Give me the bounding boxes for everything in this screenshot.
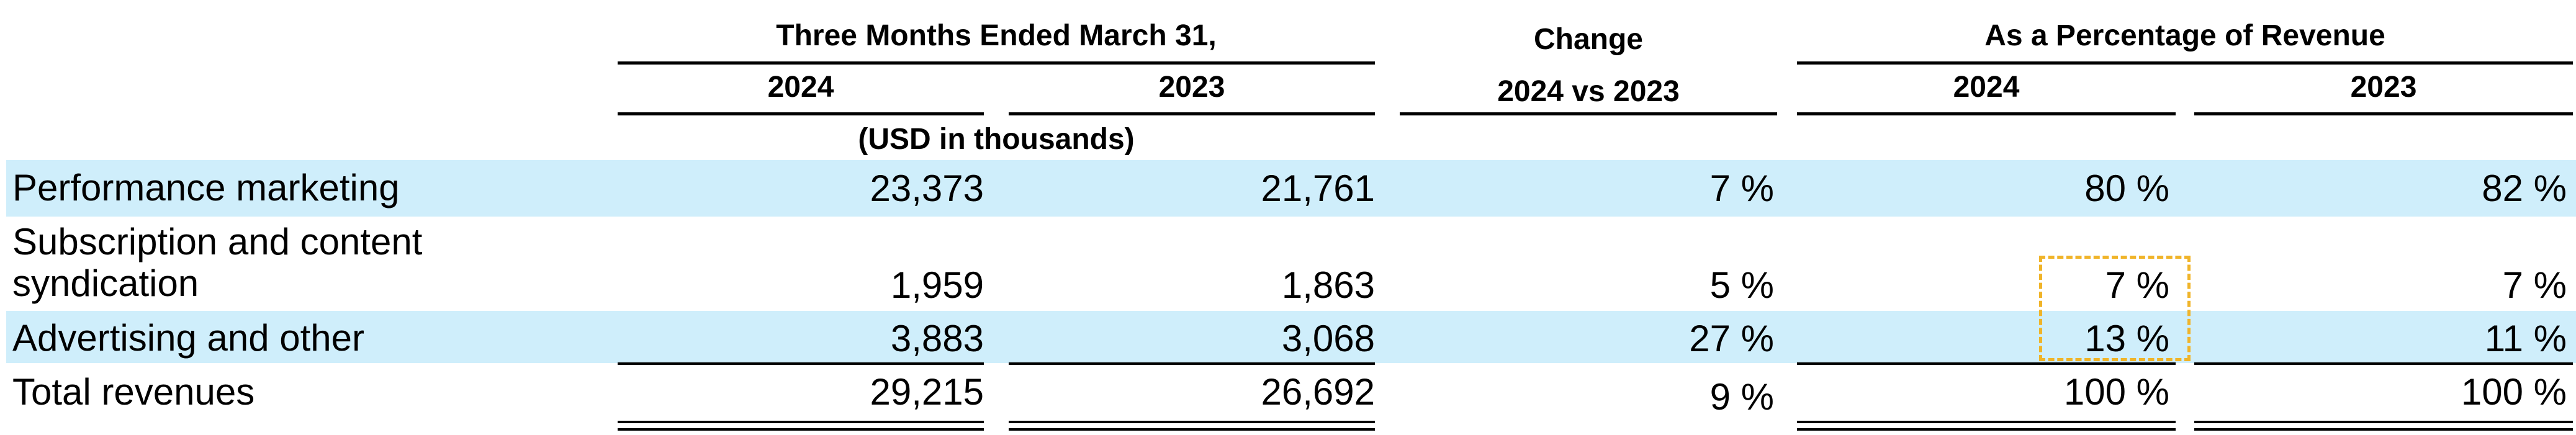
header-three-months-ended: Three Months Ended March 31, [776, 19, 1217, 52]
cell-change-advertising: 27 % [1689, 318, 1774, 359]
cell-change-total: 9 % [1709, 376, 1774, 418]
cell-pct2024-total: 100 % [2063, 371, 2169, 413]
rule-subtotal-2023 [1009, 362, 1375, 365]
header-year-2023: 2023 [1158, 71, 1225, 104]
rule-subtotal-pct2023 [2194, 362, 2573, 365]
rule-change [1400, 112, 1777, 115]
rule-subtotal-pct2024 [1797, 362, 2176, 365]
cell-2024-subscription: 1,959 [890, 264, 984, 306]
rule-year-2024 [618, 112, 984, 115]
cell-pct2023-advertising: 11 % [2484, 318, 2567, 359]
header-pct-year-2024: 2024 [1953, 71, 2020, 104]
cell-change-subscription: 5 % [1709, 264, 1774, 306]
rule-year-2023 [1009, 112, 1375, 115]
row-label-subscription-line1: Subscription and content [12, 221, 423, 262]
cell-pct2024-performance-marketing: 80 % [2084, 168, 2169, 209]
double-rule-pct2023-b [2194, 428, 2573, 431]
cell-2024-total: 29,215 [870, 371, 984, 413]
cell-2023-total: 26,692 [1261, 371, 1375, 413]
double-rule-pct2024-a [1797, 421, 2176, 423]
row-label-performance-marketing: Performance marketing [12, 167, 400, 209]
highlight-box [2039, 256, 2191, 361]
row-band-advertising-and-other [6, 311, 2576, 363]
row-label-subscription-line2: syndication [12, 262, 199, 304]
cell-2024-performance-marketing: 23,373 [870, 168, 984, 209]
double-rule-pct2023-a [2194, 421, 2573, 423]
header-change-2024-vs-2023: 2024 vs 2023 [1497, 75, 1680, 108]
cell-pct2023-subscription: 7 % [2502, 264, 2567, 306]
rule-percentage-of-revenue [1797, 61, 2573, 65]
cell-pct2024-advertising: 13 % [2084, 318, 2169, 359]
header-units: (USD in thousands) [858, 123, 1135, 156]
double-rule-2023-b [1009, 428, 1375, 431]
double-rule-2024-b [618, 428, 984, 431]
cell-pct2024-subscription: 7 % [2105, 264, 2169, 306]
cell-pct2023-total: 100 % [2461, 371, 2567, 413]
rule-subtotal-2024 [618, 362, 984, 365]
header-pct-year-2023: 2023 [2350, 71, 2417, 104]
row-band-performance-marketing [6, 160, 2576, 217]
cell-2024-advertising: 3,883 [890, 318, 984, 359]
double-rule-2023-a [1009, 421, 1375, 423]
double-rule-pct2024-b [1797, 428, 2176, 431]
rule-three-months [618, 61, 1375, 65]
cell-pct2023-performance-marketing: 82 % [2482, 168, 2567, 209]
rule-pct-year-2023 [2194, 112, 2573, 115]
header-percentage-of-revenue: As a Percentage of Revenue [1984, 19, 2385, 52]
double-rule-2024-a [618, 421, 984, 423]
header-change: Change [1533, 23, 1643, 56]
rule-pct-year-2024 [1797, 112, 2176, 115]
cell-2023-subscription: 1,863 [1281, 264, 1375, 306]
row-label-advertising-and-other: Advertising and other [12, 317, 365, 359]
cell-2023-advertising: 3,068 [1281, 318, 1375, 359]
row-label-total-revenues: Total revenues [12, 371, 255, 413]
cell-change-performance-marketing: 7 % [1709, 168, 1774, 209]
cell-2023-performance-marketing: 21,761 [1261, 168, 1375, 209]
header-year-2024: 2024 [767, 71, 834, 104]
